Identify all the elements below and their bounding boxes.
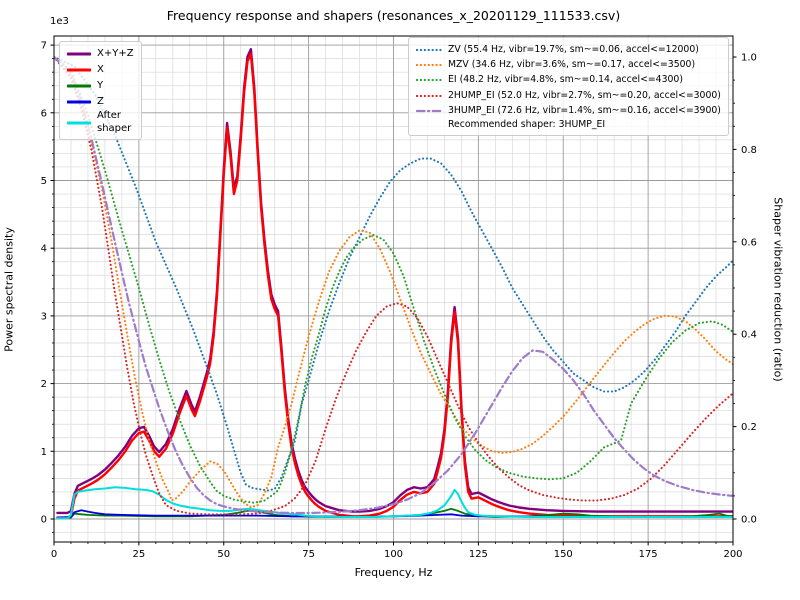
y-axis-label-right: Shaper vibration reduction (ratio) [771, 197, 785, 382]
x-tick-label: 50 [217, 549, 230, 560]
y-axis-label-left: Power spectral density [2, 227, 16, 352]
recommended-shaper-text: Recommended shaper: 3HUMP_EI [448, 118, 606, 130]
legend-shaper-item-3hump_ei: 3HUMP_EI (72.6 Hz, vibr=1.4%, sm~=0.16, … [416, 104, 721, 119]
y-left-tick-label: 2 [41, 379, 47, 390]
series-z [56, 509, 733, 519]
x-tick-label: 175 [639, 549, 658, 560]
legend-shaper-item-mzv: MZV (34.6 Hz, vibr=3.6%, sm~=0.17, accel… [416, 57, 721, 72]
legend-curves: X+Y+Z X Y Z After shaper [59, 41, 142, 140]
x-tick-label: 25 [133, 549, 146, 560]
legend-shapers: ZV (55.4 Hz, vibr=19.7%, sm~=0.06, accel… [408, 37, 729, 137]
legend-swatch-line [67, 121, 91, 124]
legend-swatch-line [67, 68, 91, 72]
legend-curve-item-xyz: X+Y+Z [67, 46, 134, 62]
y-right-tick-label: 0.0 [741, 515, 757, 526]
x-tick-label: 150 [554, 549, 573, 560]
series-2hump_ei [54, 55, 733, 516]
legend-curve-label-y: Y [97, 79, 104, 91]
y-left-tick-label: 3 [41, 311, 47, 322]
series-group [54, 48, 733, 520]
y-right-tick-label: 1.0 [741, 53, 757, 64]
legend-curve-label-after: After shaper [97, 110, 132, 134]
legend-swatch-line [67, 100, 91, 104]
series-3hump_ei [54, 55, 733, 515]
legend-curve-item-x: X [67, 62, 134, 78]
y-left-tick-label: 1 [41, 447, 47, 458]
x-tick-label: 200 [723, 549, 742, 560]
legend-curve-label-z: Z [97, 95, 104, 107]
legend-shaper-label-3hump_ei: 3HUMP_EI (72.6 Hz, vibr=1.4%, sm~=0.16, … [448, 105, 721, 117]
legend-curve-item-after: After shaper [67, 110, 134, 135]
y-right-tick-label: 0.8 [741, 145, 757, 156]
legend-swatch-line [416, 110, 442, 113]
y-left-tick-label: 7 [41, 41, 47, 52]
legend-swatch-line [416, 48, 442, 51]
legend-shaper-label-2hump_ei: 2HUMP_EI (52.0 Hz, vibr=2.7%, sm~=0.20, … [448, 89, 721, 101]
series-x [56, 52, 733, 519]
legend-swatch-line [67, 84, 91, 88]
legend-shaper-item-ei: EI (48.2 Hz, vibr=4.8%, sm~=0.14, accel<… [416, 73, 721, 88]
x-tick-label: 100 [384, 549, 403, 560]
legend-swatch-line [416, 63, 442, 67]
legend-swatch-line [67, 52, 91, 56]
legend-swatch-line [416, 79, 442, 82]
legend-swatch-line [416, 94, 442, 97]
y-left-tick-label: 0 [41, 515, 47, 526]
y-right-tick-label: 0.6 [741, 237, 757, 248]
x-axis-label: Frequency, Hz [354, 566, 433, 579]
chart-title: Frequency response and shapers (resonanc… [166, 8, 621, 23]
x-tick-label: 0 [51, 549, 57, 560]
legend-shaper-item-zv: ZV (55.4 Hz, vibr=19.7%, sm~=0.06, accel… [416, 42, 721, 57]
legend-shaper-label-mzv: MZV (34.6 Hz, vibr=3.6%, sm~=0.17, accel… [448, 59, 696, 71]
legend-curve-label-x: X [97, 63, 104, 75]
legend-curve-item-z: Z [67, 94, 134, 110]
legend-shaper-label-zv: ZV (55.4 Hz, vibr=19.7%, sm~=0.06, accel… [448, 43, 699, 55]
legend-curve-item-y: Y [67, 78, 134, 94]
x-tick-label: 125 [469, 549, 488, 560]
y-left-tick-label: 4 [41, 244, 47, 255]
y-left-tick-label: 5 [41, 176, 47, 187]
series-mzv [54, 55, 733, 509]
y-right-tick-label: 0.4 [741, 330, 757, 341]
legend-curve-label-xyz: X+Y+Z [97, 47, 134, 59]
y-right-tick-label: 0.2 [741, 422, 757, 433]
x-tick-label: 75 [302, 549, 315, 560]
legend-shaper-label-ei: EI (48.2 Hz, vibr=4.8%, sm~=0.14, accel<… [448, 74, 683, 86]
y-axis-offset-label: 1e3 [50, 16, 69, 27]
legend-shaper-item-2hump_ei: 2HUMP_EI (52.0 Hz, vibr=2.7%, sm~=0.20, … [416, 88, 721, 103]
y-left-tick-label: 6 [41, 108, 47, 119]
